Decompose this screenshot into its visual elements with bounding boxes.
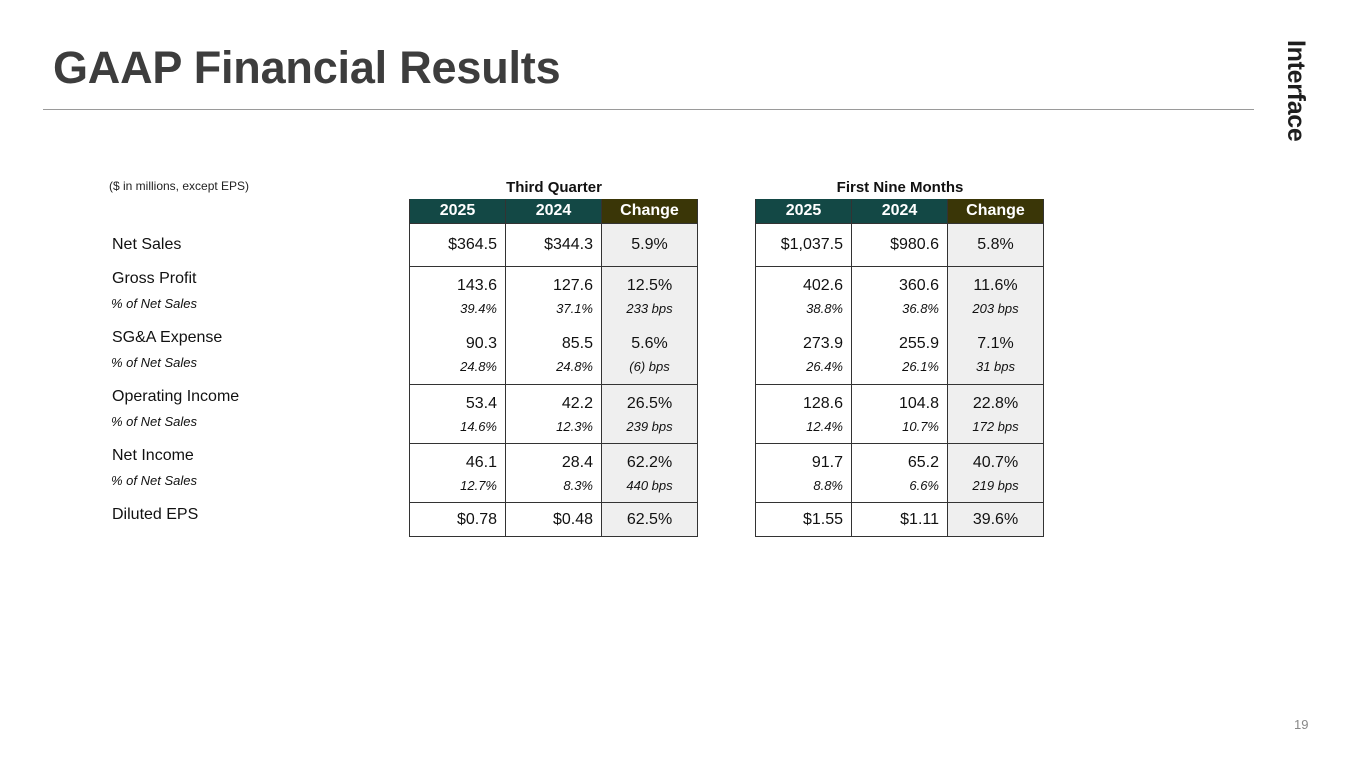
nm-net-sales-2025: $1,037.5: [755, 223, 852, 267]
nm-gross-profit-2024: 360.6 36.8%: [851, 266, 948, 326]
tq-operating-income-change: 26.5% 239 bps: [601, 384, 698, 444]
units-note: ($ in millions, except EPS): [109, 179, 250, 193]
table-row: $1,037.5 $980.6 5.8%: [755, 223, 1044, 267]
row-label-gross-profit: Gross Profit: [112, 270, 197, 287]
nm-net-income-change: 40.7% 219 bps: [947, 443, 1044, 503]
tq-gross-profit-change: 12.5% 233 bps: [601, 266, 698, 326]
table-row: $364.5 $344.3 5.9%: [409, 223, 698, 267]
table-row: $0.78 $0.48 62.5%: [409, 502, 698, 537]
nm-header-2024: 2024: [851, 199, 948, 224]
nm-sga-2025: 273.9 26.4%: [755, 325, 852, 385]
tq-net-sales-2025: $364.5: [409, 223, 506, 267]
row-label-net-sales: Net Sales: [112, 236, 182, 253]
third-quarter-table: 2025 2024 Change $364.5 $344.3 5.9% 143.…: [409, 199, 698, 537]
tq-sga-2025: 90.3 24.8%: [409, 325, 506, 385]
nm-header-change: Change: [947, 199, 1044, 224]
tq-gross-profit-2024: 127.6 37.1%: [505, 266, 602, 326]
group-title-first-nine-months: First Nine Months: [836, 179, 964, 196]
title-divider: [43, 109, 1254, 110]
nm-net-income-2024: 65.2 6.6%: [851, 443, 948, 503]
nm-gross-profit-2025: 402.6 38.8%: [755, 266, 852, 326]
tq-net-income-2025: 46.1 12.7%: [409, 443, 506, 503]
row-label-diluted-eps: Diluted EPS: [112, 506, 199, 523]
tq-diluted-eps-change: 62.5%: [601, 502, 698, 537]
tq-operating-income-2024: 42.2 12.3%: [505, 384, 602, 444]
row-label-net-income: Net Income: [112, 447, 194, 464]
table-row: 90.3 24.8% 85.5 24.8% 5.6% (6) bps: [409, 325, 698, 385]
row-label-operating-income: Operating Income: [112, 388, 240, 405]
page-number: 19: [1294, 717, 1309, 732]
nm-header-2025: 2025: [755, 199, 852, 224]
nm-net-sales-change: 5.8%: [947, 223, 1044, 267]
nm-sga-2024: 255.9 26.1%: [851, 325, 948, 385]
row-sublabel-sga-expense: % of Net Sales: [111, 355, 197, 370]
row-sublabel-net-income: % of Net Sales: [111, 473, 197, 488]
nm-sga-change: 7.1% 31 bps: [947, 325, 1044, 385]
table-row: 273.9 26.4% 255.9 26.1% 7.1% 31 bps: [755, 325, 1044, 385]
nm-net-sales-2024: $980.6: [851, 223, 948, 267]
table-row: $1.55 $1.11 39.6%: [755, 502, 1044, 537]
nm-operating-income-2024: 104.8 10.7%: [851, 384, 948, 444]
table-row: 46.1 12.7% 28.4 8.3% 62.2% 440 bps: [409, 443, 698, 503]
tq-net-income-2024: 28.4 8.3%: [505, 443, 602, 503]
table-row: 143.6 39.4% 127.6 37.1% 12.5% 233 bps: [409, 266, 698, 326]
nm-diluted-eps-change: 39.6%: [947, 502, 1044, 537]
tq-net-sales-change: 5.9%: [601, 223, 698, 267]
row-sublabel-operating-income: % of Net Sales: [111, 414, 197, 429]
nm-gross-profit-change: 11.6% 203 bps: [947, 266, 1044, 326]
page-title: GAAP Financial Results: [53, 42, 561, 93]
tq-net-sales-2024: $344.3: [505, 223, 602, 267]
row-sublabel-gross-profit: % of Net Sales: [111, 296, 197, 311]
tq-header-2025: 2025: [409, 199, 506, 224]
nm-diluted-eps-2024: $1.11: [851, 502, 948, 537]
first-nine-months-table: 2025 2024 Change $1,037.5 $980.6 5.8% 40…: [755, 199, 1044, 537]
nm-diluted-eps-2025: $1.55: [755, 502, 852, 537]
tq-diluted-eps-2024: $0.48: [505, 502, 602, 537]
tq-operating-income-2025: 53.4 14.6%: [409, 384, 506, 444]
tq-sga-2024: 85.5 24.8%: [505, 325, 602, 385]
tq-header-2024: 2024: [505, 199, 602, 224]
row-label-sga-expense: SG&A Expense: [112, 329, 223, 346]
tq-header-change: Change: [601, 199, 698, 224]
group-title-third-quarter: Third Quarter: [506, 179, 602, 196]
nm-operating-income-change: 22.8% 172 bps: [947, 384, 1044, 444]
interface-logo: Interface: [1282, 40, 1326, 170]
tq-net-income-change: 62.2% 440 bps: [601, 443, 698, 503]
tq-gross-profit-2025: 143.6 39.4%: [409, 266, 506, 326]
tq-diluted-eps-2025: $0.78: [409, 502, 506, 537]
tq-sga-change: 5.6% (6) bps: [601, 325, 698, 385]
nm-net-income-2025: 91.7 8.8%: [755, 443, 852, 503]
table-row: 128.6 12.4% 104.8 10.7% 22.8% 172 bps: [755, 384, 1044, 444]
nm-operating-income-2025: 128.6 12.4%: [755, 384, 852, 444]
table-row: 91.7 8.8% 65.2 6.6% 40.7% 219 bps: [755, 443, 1044, 503]
table-row: 53.4 14.6% 42.2 12.3% 26.5% 239 bps: [409, 384, 698, 444]
brand-wordmark: Interface: [1282, 40, 1310, 142]
table-row: 402.6 38.8% 360.6 36.8% 11.6% 203 bps: [755, 266, 1044, 326]
